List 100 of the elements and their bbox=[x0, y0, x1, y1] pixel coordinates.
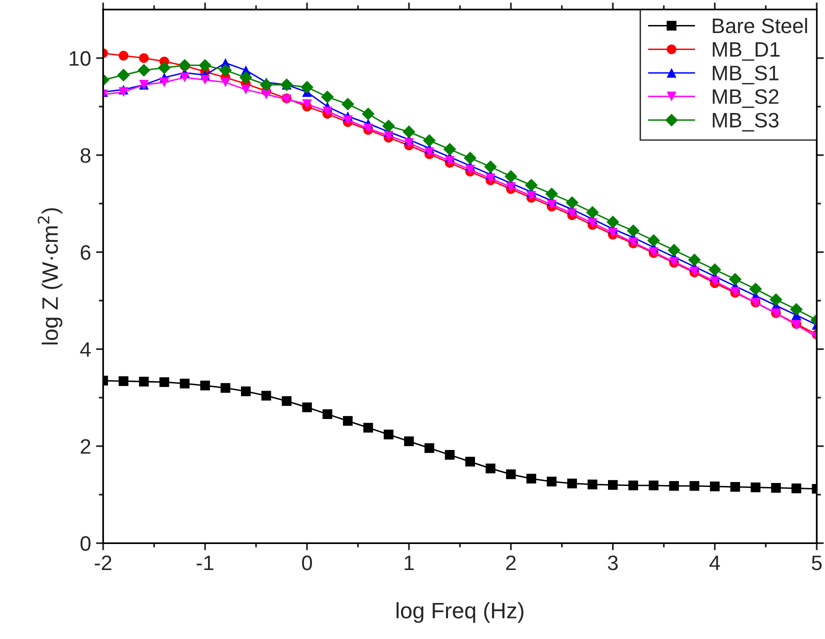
point bbox=[302, 402, 312, 412]
legend-label: MB_D1 bbox=[712, 42, 780, 61]
y-tick-label: 10 bbox=[70, 51, 91, 66]
point bbox=[588, 480, 598, 490]
x-tick-label: 3 bbox=[608, 556, 618, 570]
point bbox=[362, 107, 375, 120]
point bbox=[341, 98, 354, 111]
point bbox=[567, 478, 577, 488]
point bbox=[648, 480, 658, 490]
point bbox=[443, 142, 456, 156]
point bbox=[180, 378, 190, 388]
point bbox=[282, 396, 292, 406]
point bbox=[486, 464, 496, 474]
point bbox=[139, 376, 149, 386]
point bbox=[404, 436, 414, 446]
point bbox=[770, 293, 782, 306]
point bbox=[180, 72, 190, 82]
point bbox=[545, 188, 558, 200]
point bbox=[749, 282, 762, 296]
x-tick-label: -1 bbox=[196, 556, 214, 570]
point bbox=[710, 482, 720, 492]
point bbox=[158, 61, 171, 74]
point bbox=[220, 77, 230, 88]
point bbox=[728, 272, 742, 286]
point bbox=[506, 469, 516, 480]
point bbox=[626, 224, 640, 238]
legend-label: MB_S2 bbox=[712, 89, 778, 108]
point bbox=[771, 482, 781, 493]
point bbox=[504, 170, 518, 183]
point bbox=[200, 380, 210, 390]
point bbox=[240, 84, 251, 94]
point bbox=[566, 196, 578, 210]
point bbox=[261, 90, 272, 100]
point bbox=[200, 75, 210, 85]
legend-label: MB_S1 bbox=[712, 66, 778, 84]
point bbox=[465, 456, 475, 467]
x-tick-label: 4 bbox=[709, 556, 720, 570]
point bbox=[382, 120, 395, 132]
point bbox=[422, 134, 436, 147]
point bbox=[790, 302, 803, 316]
point bbox=[220, 383, 230, 393]
x-tick-label: 0 bbox=[302, 556, 312, 570]
point bbox=[402, 125, 416, 138]
point bbox=[138, 64, 150, 77]
point bbox=[484, 160, 497, 174]
point bbox=[424, 443, 434, 453]
point bbox=[688, 253, 701, 266]
point bbox=[606, 216, 620, 228]
point bbox=[792, 483, 802, 494]
point bbox=[690, 481, 700, 491]
y-tick-label: 6 bbox=[80, 245, 90, 260]
point bbox=[750, 482, 760, 492]
y-tick-label: 2 bbox=[80, 439, 90, 454]
point bbox=[159, 377, 170, 387]
point bbox=[404, 138, 414, 148]
x-tick-label: 2 bbox=[506, 556, 516, 570]
y-tick-label: 4 bbox=[80, 342, 91, 357]
point bbox=[219, 64, 232, 77]
point bbox=[444, 450, 455, 460]
point bbox=[198, 58, 212, 72]
point bbox=[117, 68, 130, 82]
point bbox=[118, 50, 128, 61]
point bbox=[300, 80, 314, 94]
point bbox=[240, 386, 251, 396]
point bbox=[159, 77, 170, 88]
point bbox=[260, 78, 273, 92]
y-tick-label: 8 bbox=[80, 148, 90, 163]
point bbox=[669, 481, 679, 491]
point bbox=[524, 178, 538, 192]
point bbox=[118, 87, 128, 97]
point bbox=[586, 206, 599, 219]
point bbox=[730, 482, 740, 492]
x-tick-label: 5 bbox=[812, 556, 822, 570]
point bbox=[321, 90, 334, 104]
point bbox=[139, 53, 149, 63]
x-tick-label: -2 bbox=[94, 556, 112, 570]
point bbox=[322, 409, 332, 419]
point bbox=[526, 474, 536, 484]
point bbox=[239, 71, 252, 84]
point bbox=[322, 106, 332, 116]
point bbox=[628, 480, 638, 490]
point bbox=[647, 234, 660, 247]
point bbox=[608, 480, 618, 490]
legend-label: MB_S3 bbox=[712, 112, 779, 132]
point bbox=[464, 152, 477, 164]
legend-label: Bare Steel bbox=[712, 18, 808, 34]
x-axis-title: log Freq (Hz) bbox=[396, 602, 524, 623]
point bbox=[302, 99, 312, 110]
x-tick-label: 1 bbox=[404, 556, 414, 570]
point bbox=[118, 376, 128, 386]
point bbox=[546, 476, 557, 486]
point bbox=[178, 58, 192, 72]
y-tick-label: 0 bbox=[80, 536, 91, 551]
point bbox=[261, 390, 272, 401]
point bbox=[668, 244, 680, 257]
y-axis-title: log Z (W·cm$^{2}$) bbox=[38, 208, 62, 344]
point bbox=[384, 430, 394, 440]
point bbox=[708, 263, 722, 276]
point bbox=[342, 416, 353, 426]
point bbox=[363, 422, 374, 433]
